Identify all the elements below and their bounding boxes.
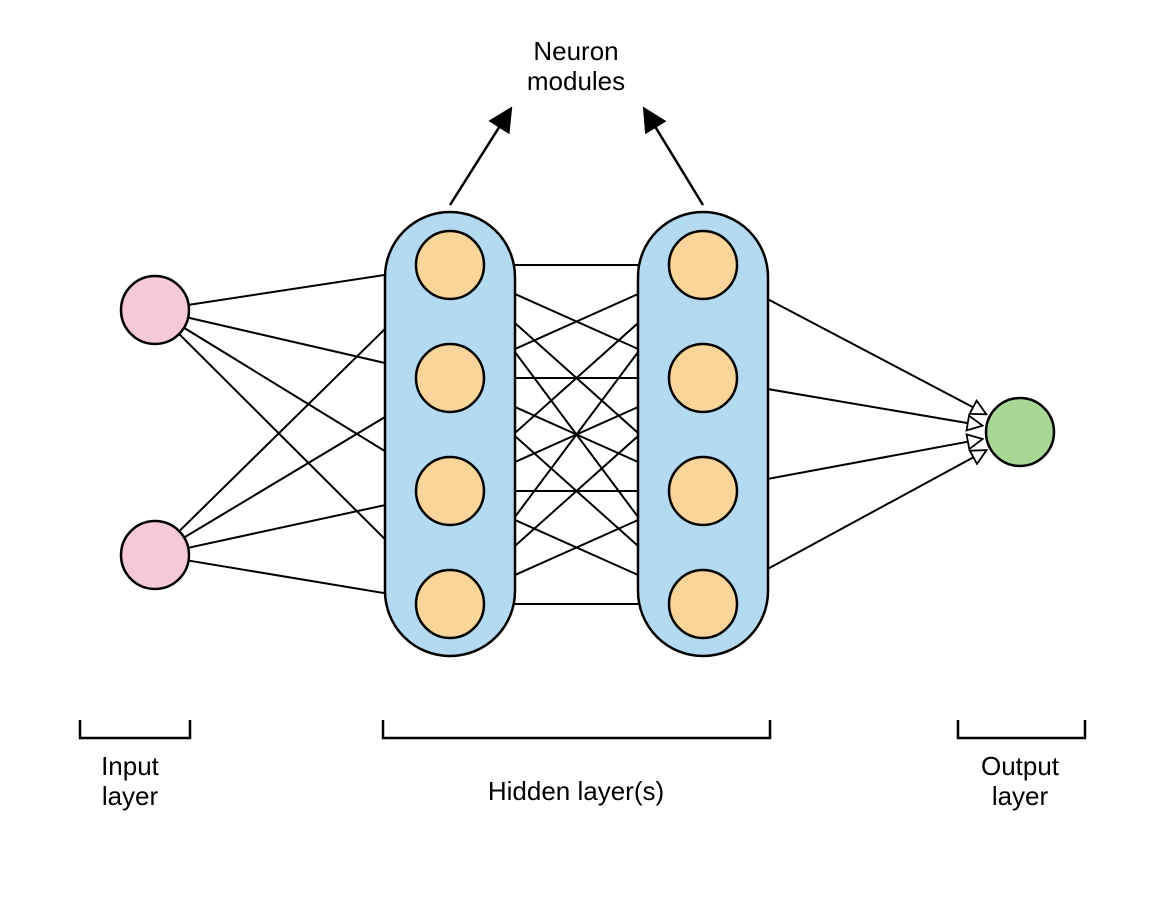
bracket	[383, 720, 770, 738]
hidden-layers-label: Hidden layer(s)	[488, 776, 664, 806]
bracket	[80, 720, 190, 738]
hidden-node	[416, 344, 484, 412]
hidden-node	[416, 570, 484, 638]
edges	[179, 265, 987, 604]
brackets	[80, 720, 1085, 738]
nodes	[121, 231, 1054, 638]
edge	[184, 328, 418, 471]
bracket	[958, 720, 1085, 738]
neuron-modules-label-line2: modules	[527, 66, 625, 96]
edge	[737, 384, 983, 426]
module-label-arrows	[450, 110, 703, 205]
edge	[188, 499, 413, 548]
hidden-node	[669, 570, 737, 638]
neuron-modules-label-line1: Neuron	[533, 36, 618, 66]
hidden-node	[669, 231, 737, 299]
input-node	[121, 521, 189, 589]
edge	[189, 271, 413, 305]
hidden-node	[416, 457, 484, 525]
edge	[184, 398, 417, 538]
hidden-node	[416, 231, 484, 299]
input-layer-label-line1: Input	[101, 751, 160, 781]
hidden-node	[669, 457, 737, 525]
hidden-node	[669, 344, 737, 412]
output-layer-label-line2: layer	[992, 781, 1049, 811]
output-layer-label-line1: Output	[981, 751, 1060, 781]
edge	[188, 318, 413, 370]
output-node	[986, 398, 1054, 466]
module-pointer-arrow	[450, 110, 510, 205]
edge	[189, 561, 413, 598]
edge	[733, 281, 986, 414]
input-layer-label-line2: layer	[102, 781, 159, 811]
module-pointer-arrow	[645, 110, 703, 205]
neural-network-diagram: Neuron modules Input layer Hidden layer(…	[0, 0, 1153, 900]
edge	[736, 439, 982, 485]
input-node	[121, 276, 189, 344]
labels: Neuron modules Input layer Hidden layer(…	[101, 36, 1060, 811]
edge	[733, 450, 987, 588]
